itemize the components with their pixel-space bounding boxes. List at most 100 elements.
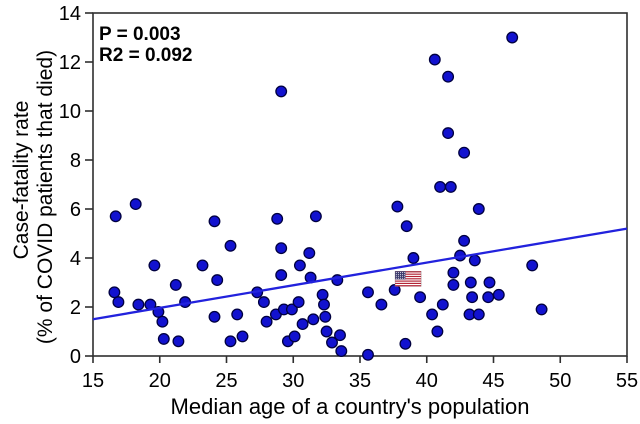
data-point	[157, 332, 170, 345]
data-point	[148, 259, 161, 272]
data-point	[293, 259, 306, 272]
data-point	[285, 303, 298, 316]
data-point	[526, 259, 539, 272]
data-point	[196, 259, 209, 272]
data-point	[275, 242, 288, 255]
data-point	[407, 252, 420, 264]
flag-star	[404, 277, 406, 279]
flag-canton	[395, 271, 406, 280]
data-point	[458, 146, 471, 159]
usa-flag-marker-layer	[394, 271, 422, 287]
data-point	[129, 198, 142, 211]
data-point	[275, 269, 288, 282]
y-tick-label: 0	[70, 346, 81, 368]
data-point	[535, 303, 548, 316]
data-point	[426, 308, 439, 321]
data-point	[442, 70, 455, 83]
data-point	[208, 310, 221, 323]
flag-star	[402, 272, 404, 273]
data-point	[156, 315, 169, 328]
data-point	[414, 291, 427, 304]
data-point	[316, 288, 329, 301]
flag-star	[402, 277, 404, 279]
data-point	[468, 254, 481, 267]
data-point	[375, 298, 388, 311]
scatter-points-layer	[108, 31, 548, 361]
data-point	[458, 234, 471, 247]
x-tick-label: 20	[149, 370, 171, 392]
x-tick-label: 45	[482, 370, 504, 392]
data-point	[257, 296, 270, 309]
y-tick-label: 12	[59, 52, 81, 74]
flag-stripe	[395, 285, 422, 287]
trend-line	[92, 227, 628, 321]
data-point	[464, 276, 477, 289]
annotation-p-value: P = 0.003	[99, 24, 181, 45]
flag-star	[395, 272, 397, 273]
data-point	[466, 291, 479, 304]
flag-star	[395, 275, 397, 277]
data-point	[482, 291, 495, 304]
data-point	[319, 310, 332, 323]
y-tick-label: 10	[59, 101, 81, 123]
data-point	[172, 335, 185, 348]
data-point	[391, 200, 404, 213]
axes-ticks-layer: 15 20 25 30 35 40 45 50 55 0 2 4 6 8 10 12 14	[59, 3, 638, 392]
x-tick-label: 50	[549, 370, 571, 392]
data-point	[388, 283, 401, 296]
x-tick-label: 55	[616, 370, 638, 392]
flag-star	[397, 272, 399, 273]
data-point	[434, 180, 447, 193]
annotation-r-squared: R2 = 0.092	[99, 45, 193, 66]
data-point	[334, 329, 346, 342]
flag-star	[395, 273, 397, 275]
data-point	[275, 85, 288, 98]
trend-line-layer	[92, 227, 628, 321]
data-point	[472, 308, 485, 321]
data-point	[307, 313, 320, 326]
flag-star	[400, 273, 401, 275]
data-point	[399, 337, 412, 350]
data-point	[447, 278, 460, 291]
data-point	[428, 53, 441, 66]
flag-stripe	[395, 273, 422, 275]
data-point	[236, 330, 249, 343]
flag-star	[395, 277, 397, 279]
data-point	[326, 336, 338, 349]
flag-star	[400, 275, 401, 277]
data-point	[224, 239, 237, 252]
data-point	[400, 220, 413, 233]
x-axis-title: Median age of a country's population	[171, 394, 530, 419]
data-point	[320, 325, 333, 338]
flag-star	[400, 277, 401, 279]
data-point	[224, 335, 237, 348]
flag-star	[397, 277, 399, 279]
data-point	[288, 330, 301, 343]
flag-stripe	[395, 280, 422, 282]
flag-star	[402, 273, 404, 275]
data-point	[335, 345, 348, 358]
flag-stripe	[395, 271, 422, 273]
x-tick-label: 30	[282, 370, 304, 392]
data-point	[362, 348, 374, 361]
data-point	[109, 210, 122, 223]
data-point	[296, 318, 309, 331]
usa-flag-marker	[394, 271, 422, 287]
data-point	[271, 212, 284, 225]
x-tick-label: 15	[82, 370, 104, 392]
data-point	[108, 286, 121, 299]
data-point	[231, 308, 244, 321]
flag-star	[397, 275, 399, 277]
flag-star	[404, 273, 406, 275]
y-tick-label: 2	[70, 297, 81, 319]
y-axis-title-line2: (% of COVID patients that died)	[34, 50, 57, 344]
data-point	[483, 276, 496, 289]
data-point	[211, 274, 224, 287]
y-tick-label: 6	[70, 199, 81, 221]
x-tick-label: 40	[416, 370, 438, 392]
data-point	[442, 127, 455, 140]
data-point	[112, 296, 125, 309]
x-tick-label: 35	[349, 370, 371, 392]
